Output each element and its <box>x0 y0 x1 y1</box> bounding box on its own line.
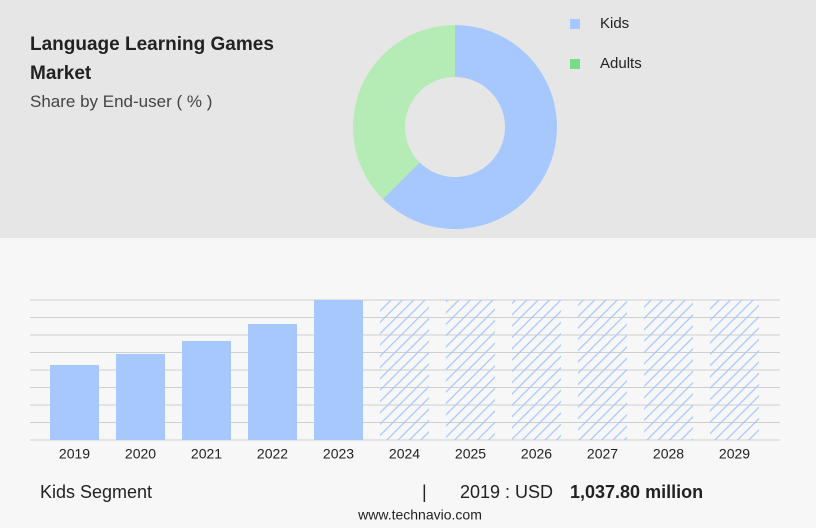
x-tick-label: 2027 <box>587 446 618 462</box>
x-tick-label: 2023 <box>323 446 354 462</box>
footer-value: 1,037.80 million <box>570 482 703 502</box>
x-tick-label: 2024 <box>389 446 420 462</box>
pie-slice <box>353 25 455 200</box>
footer-source: www.technavio.com <box>357 507 482 523</box>
bar <box>314 300 363 440</box>
chart-title: Language Learning Games Market <box>30 34 274 84</box>
legend-label: Adults <box>600 55 642 72</box>
bar <box>116 353 165 440</box>
legend-swatch <box>570 59 580 69</box>
forecast-placeholder <box>512 300 561 440</box>
bar <box>50 364 99 440</box>
bar <box>182 340 231 440</box>
x-tick-label: 2019 <box>59 446 90 462</box>
forecast-placeholder <box>380 300 429 440</box>
pie-slice <box>382 25 557 230</box>
x-tick-label: 2026 <box>521 446 552 462</box>
x-tick-label: 2029 <box>719 446 750 462</box>
footer-year: 2019 : USD <box>460 482 553 502</box>
forecast-placeholder <box>446 300 495 440</box>
bar <box>248 323 297 440</box>
forecast-placeholder <box>578 300 627 440</box>
forecast-placeholder <box>644 300 693 440</box>
chart-subtitle: Share by End-user ( % ) <box>30 92 213 111</box>
forecast-placeholder <box>710 300 759 440</box>
x-tick-label: 2028 <box>653 446 684 462</box>
x-tick-label: 2022 <box>257 446 288 462</box>
footer-separator: | <box>422 482 427 502</box>
x-tick-label: 2020 <box>125 446 156 462</box>
x-tick-label: 2025 <box>455 446 486 462</box>
footer-segment: Kids Segment <box>40 482 152 502</box>
legend-label: Kids <box>600 15 629 32</box>
legend-swatch <box>570 19 580 29</box>
x-tick-label: 2021 <box>191 446 222 462</box>
